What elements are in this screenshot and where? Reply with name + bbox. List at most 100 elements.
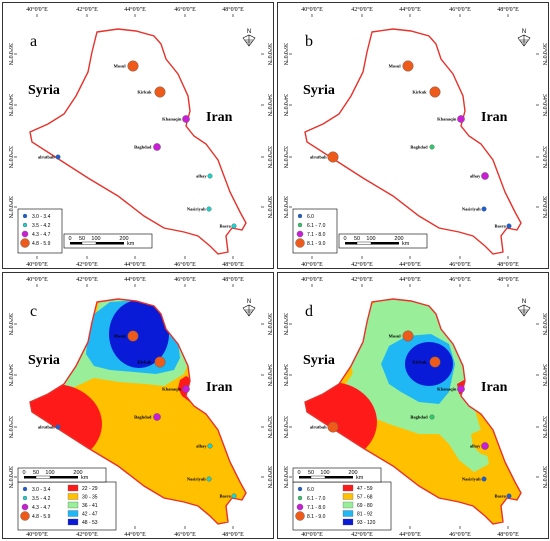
- legend-point-marker: [22, 222, 28, 228]
- scale-label: 50: [354, 236, 360, 242]
- longitude-label-top: 40°0'0"E: [301, 6, 323, 13]
- country-label-syria: Syria: [303, 83, 335, 98]
- north-arrow-icon: N: [242, 29, 256, 47]
- legend-point-marker: [22, 495, 28, 501]
- longitude-label-bottom: 42°0'0"E: [76, 261, 98, 268]
- longitude-label-top: 46°0'0"E: [449, 6, 471, 13]
- station-marker: [429, 414, 435, 420]
- longitude-label-bottom: 48°0'0"E: [222, 531, 244, 538]
- longitude-label-top: 46°0'0"E: [174, 6, 196, 13]
- latitude-label-right: 32°0'0"N: [541, 416, 548, 439]
- latitude-label-right: 30°0'0"N: [541, 466, 548, 489]
- station-label: Baghdad: [410, 145, 428, 150]
- legend-zone-swatch: [67, 510, 79, 517]
- scale-label: 50: [79, 236, 85, 242]
- legend-zone-swatch: [342, 501, 354, 509]
- panel-letter: a: [30, 33, 37, 50]
- latitude-label-left: 30°0'0"N: [7, 466, 14, 489]
- legend-zone-label: 57 - 68: [357, 495, 373, 501]
- map-svg-c: 40°0'0"E 40°0'0"E 42°0'0"E 42°0'0"E 44°0'0"E…: [2, 272, 274, 539]
- longitude-label-top: 44°0'0"E: [124, 6, 146, 13]
- station-label: alrutbah: [310, 155, 327, 160]
- longitude-label-bottom: 46°0'0"E: [449, 531, 471, 538]
- station-label: Mosul: [114, 64, 127, 69]
- north-arrow-icon: N: [517, 299, 531, 317]
- longitude-label-top: 42°0'0"E: [76, 6, 98, 13]
- scale-label: 200: [119, 236, 128, 242]
- station-marker: [127, 330, 139, 342]
- country-label-iran: Iran: [481, 110, 508, 125]
- legend-point-label: 7.1 - 8.0: [307, 232, 326, 238]
- country-label-syria: Syria: [28, 83, 60, 98]
- latitude-label-right: 34°0'0"N: [266, 94, 273, 117]
- longitude-label-bottom: 40°0'0"E: [301, 531, 323, 538]
- legend-zone-label: 93 - 120: [357, 520, 376, 526]
- longitude-label-bottom: 40°0'0"E: [26, 261, 48, 268]
- legend: 6.0 6.1 - 7.0 7.1 - 8.0 8.1 - 9.0: [292, 208, 338, 254]
- station-label: Nasiriyah: [462, 477, 481, 482]
- legend-point-marker: [296, 230, 304, 238]
- station-marker: [402, 330, 414, 342]
- latitude-label-right: 34°0'0"N: [266, 364, 273, 387]
- legend-point-label: 6.1 - 7.0: [307, 496, 326, 502]
- station-label: Nasiriyah: [187, 477, 206, 482]
- longitude-label-top: 42°0'0"E: [351, 276, 373, 283]
- station-label: Mosul: [389, 64, 402, 69]
- svg-text:N: N: [522, 299, 526, 305]
- legend-zone-swatch: [67, 493, 79, 500]
- longitude-label-top: 42°0'0"E: [76, 276, 98, 283]
- station-label: Baghdad: [410, 415, 428, 420]
- station-label: Baghdad: [134, 415, 152, 420]
- legend-point-marker: [297, 495, 303, 501]
- legend-zone-swatch: [342, 484, 354, 492]
- station-label: alhay: [196, 444, 207, 449]
- legend-point-marker: [297, 486, 303, 492]
- legend-point-label: 6.1 - 7.0: [307, 223, 326, 229]
- station-marker: [481, 476, 487, 482]
- latitude-label-left: 36°0'0"N: [282, 313, 289, 336]
- legend-zone-label: 81 - 92: [357, 512, 373, 518]
- station-marker: [206, 476, 212, 482]
- latitude-label-left: 30°0'0"N: [7, 196, 14, 219]
- scale-label: 50: [33, 470, 39, 476]
- map-panel-c: 40°0'0"E 40°0'0"E 42°0'0"E 42°0'0"E 44°0'0"E…: [2, 272, 274, 539]
- longitude-label-bottom: 42°0'0"E: [351, 531, 373, 538]
- station-marker: [327, 421, 339, 433]
- longitude-label-bottom: 46°0'0"E: [174, 531, 196, 538]
- latitude-label-right: 32°0'0"N: [266, 416, 273, 439]
- longitude-label-bottom: 42°0'0"E: [76, 531, 98, 538]
- station-label: alrutbah: [310, 425, 327, 430]
- iraq-boundary: [304, 28, 522, 255]
- longitude-label-top: 44°0'0"E: [124, 276, 146, 283]
- legend-zone-swatch: [342, 518, 354, 526]
- latitude-label-right: 36°0'0"N: [541, 313, 548, 336]
- legend-zone-swatch: [342, 493, 354, 500]
- station-label: Mosul: [389, 334, 402, 339]
- station-marker: [481, 206, 487, 212]
- legend-point-marker: [21, 230, 29, 238]
- legend-point-marker: [22, 486, 28, 492]
- station-marker: [231, 493, 237, 499]
- scale-label: 200: [394, 236, 403, 242]
- longitude-label-top: 44°0'0"E: [399, 276, 421, 283]
- latitude-label-left: 32°0'0"N: [282, 416, 289, 439]
- longitude-label-top: 48°0'0"E: [497, 276, 519, 283]
- iraq-boundary: [29, 298, 247, 525]
- legend-point-label: 4.3 - 4.7: [32, 232, 51, 238]
- longitude-label-bottom: 48°0'0"E: [497, 261, 519, 268]
- legend-zone-label: 36 - 41: [82, 503, 98, 509]
- station-marker: [402, 60, 414, 72]
- latitude-label-left: 32°0'0"N: [282, 146, 289, 169]
- latitude-label-right: 34°0'0"N: [541, 94, 548, 117]
- longitude-label-bottom: 42°0'0"E: [351, 261, 373, 268]
- legend-point-label: 8.1 - 9.0: [307, 241, 326, 247]
- station-marker: [127, 60, 139, 72]
- scale-label: 200: [73, 470, 82, 476]
- latitude-label-left: 36°0'0"N: [7, 43, 14, 66]
- station-marker: [481, 442, 489, 450]
- legend-zone-label: 47 - 59: [357, 486, 373, 492]
- longitude-label-top: 48°0'0"E: [222, 276, 244, 283]
- longitude-label-top: 48°0'0"E: [222, 6, 244, 13]
